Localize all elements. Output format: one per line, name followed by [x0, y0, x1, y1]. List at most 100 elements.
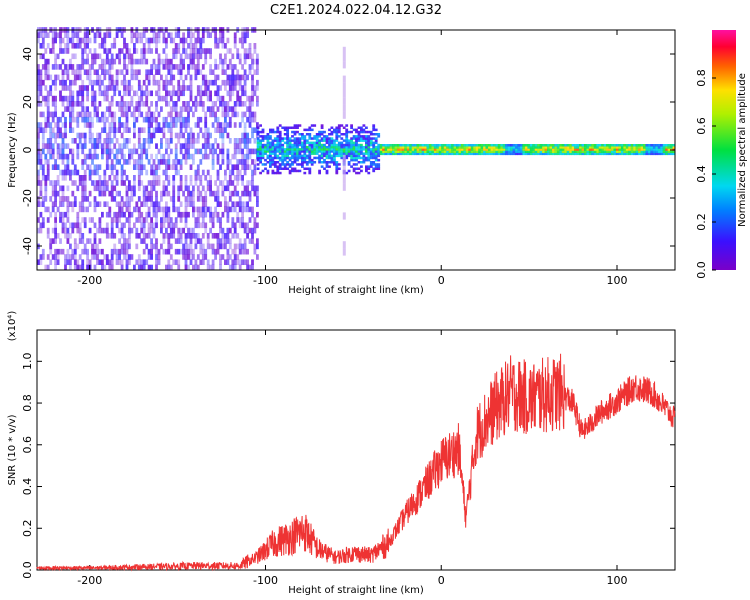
- spectrogram-cell: [41, 111, 45, 118]
- spectrogram-cell: [110, 222, 114, 229]
- spectrogram-cell: [293, 158, 297, 162]
- spectrogram-cell: [246, 201, 249, 207]
- spectrogram-cell: [187, 264, 190, 271]
- spectrogram-cell: [601, 146, 604, 149]
- spectrogram-cell: [189, 254, 193, 260]
- spectrogram-cell: [251, 85, 254, 91]
- spectrogram-cell: [236, 90, 240, 97]
- spectrogram-cell: [196, 53, 200, 60]
- spectrogram-cell: [76, 69, 80, 75]
- spectrogram-cell: [357, 167, 361, 170]
- spectrogram-cell: [298, 143, 302, 147]
- spectrogram-cell: [167, 238, 171, 244]
- spectrogram-cell: [522, 152, 526, 156]
- spectrogram-cell: [66, 106, 70, 112]
- spectrogram-cell: [342, 75, 346, 83]
- spectrogram-cell: [256, 167, 260, 170]
- spectrogram-cell: [96, 248, 99, 255]
- spectrogram-cell: [37, 143, 40, 149]
- spectrogram-cell: [157, 111, 161, 118]
- spectrogram-cell: [199, 180, 203, 186]
- spectrogram-cell: [313, 161, 317, 164]
- spectrogram-cell: [251, 101, 254, 107]
- spectrogram-cell: [86, 264, 89, 271]
- spectrogram-cell: [204, 227, 208, 234]
- spectrogram-cell: [291, 152, 294, 155]
- spectrogram-cell: [305, 161, 309, 164]
- spectrogram-cell: [61, 101, 65, 107]
- spectrogram-cell: [335, 165, 339, 168]
- spectrogram-cell: [256, 152, 260, 155]
- spectrogram-cell: [59, 127, 62, 133]
- spectrogram-cell: [355, 150, 358, 153]
- spectrogram-cell: [241, 180, 244, 186]
- spectrogram-cell: [37, 127, 40, 133]
- spectrogram-cell: [184, 175, 188, 181]
- spectrogram-cell: [241, 148, 244, 155]
- spectrogram-cell: [189, 143, 193, 149]
- spectrogram-cell: [96, 153, 99, 160]
- spectrogram-cell: [414, 148, 417, 151]
- spectrogram-cell: [172, 74, 176, 81]
- spectrogram-cell: [293, 126, 297, 129]
- spectrogram-cell: [273, 139, 277, 142]
- spectrogram-cell: [330, 150, 334, 153]
- spectrogram-cell: [556, 148, 560, 151]
- spectrogram-cell: [39, 148, 43, 155]
- spectrogram-cell: [150, 122, 153, 128]
- spectrogram-cell: [340, 133, 344, 136]
- spectrogram-cell: [591, 152, 595, 156]
- spectrogram-cell: [318, 133, 321, 136]
- spectrogram-cell: [118, 201, 121, 207]
- spectrogram-cell: [216, 175, 220, 181]
- spectrogram-cell: [325, 148, 329, 151]
- spectrogram-cell: [128, 58, 131, 65]
- spectrogram-cell: [328, 152, 331, 155]
- spectrogram-cell: [660, 146, 663, 149]
- spectrogram-cell: [362, 124, 366, 127]
- spectrogram-cell: [179, 148, 183, 155]
- spectrogram-cell: [635, 144, 639, 147]
- spectrogram-cell: [64, 169, 67, 176]
- spectrogram-cell: [233, 143, 237, 149]
- spectrogram-cell: [251, 180, 254, 186]
- spectrogram-cell: [298, 154, 302, 158]
- spectrogram-cell: [214, 233, 217, 239]
- spectrogram-cell: [182, 43, 185, 49]
- spectrogram-cell: [179, 53, 183, 60]
- spectrogram-cell: [308, 143, 312, 147]
- spectrogram-cell: [335, 163, 339, 166]
- spectrogram-cell: [261, 135, 265, 138]
- spectrogram-cell: [328, 137, 331, 140]
- spectrogram-cell: [172, 164, 176, 170]
- spectrogram-cell: [133, 185, 136, 192]
- spectrogram-cell: [130, 190, 134, 197]
- spectrogram-cell: [49, 238, 53, 244]
- spectrogram-cell: [172, 180, 176, 186]
- spectrogram-cell: [120, 259, 124, 265]
- spectrogram-cell: [51, 254, 55, 260]
- spectrogram-cell: [105, 85, 109, 91]
- spectrogram-cell: [672, 144, 676, 147]
- spectrogram-cell: [133, 111, 136, 118]
- spectrogram-cell: [576, 150, 580, 153]
- spectrogram-cell: [238, 138, 242, 144]
- spectrogram-cell: [69, 254, 72, 260]
- spectrogram-cell: [458, 144, 462, 147]
- spectrogram-cell: [377, 150, 381, 153]
- spectrogram-cell: [113, 90, 117, 97]
- spectrogram-cell: [145, 211, 149, 218]
- spectrogram-cell: [105, 58, 109, 65]
- spectrogram-cell: [98, 222, 102, 229]
- spectrogram-cell: [424, 148, 427, 151]
- spectrogram-cell: [365, 148, 368, 151]
- spectrogram-cell: [105, 132, 109, 139]
- spectrogram-cell: [71, 106, 75, 112]
- spectrogram-cell: [172, 185, 176, 192]
- spectrogram-cell: [296, 152, 299, 155]
- spectrogram-cell: [179, 127, 183, 133]
- spectrogram-cell: [103, 127, 107, 133]
- spectrogram-cell: [115, 153, 119, 160]
- spectrogram-cell: [152, 159, 156, 165]
- spectrogram-cell: [273, 150, 277, 153]
